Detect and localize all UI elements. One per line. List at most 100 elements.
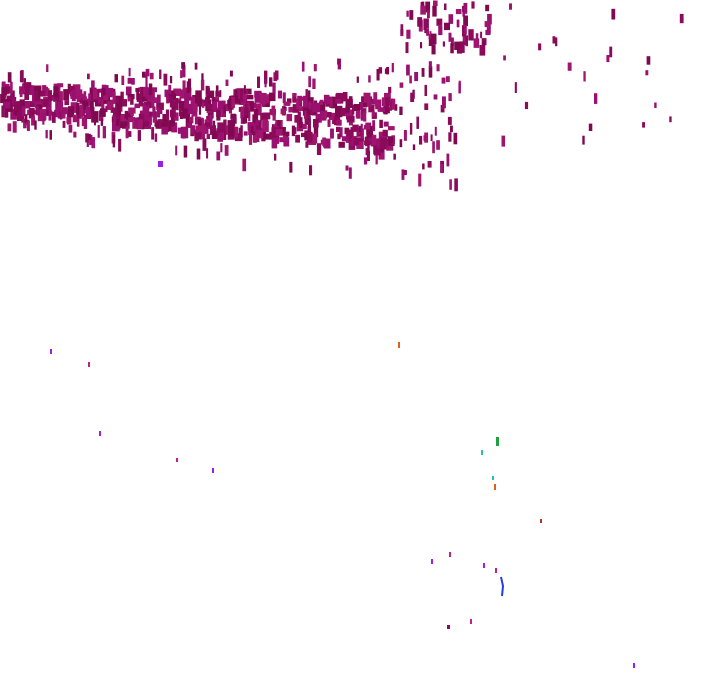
echo	[348, 109, 354, 117]
echo	[378, 148, 385, 160]
echo	[196, 148, 201, 160]
echo	[277, 90, 282, 99]
echo	[359, 102, 364, 110]
echo	[210, 109, 214, 119]
echo	[424, 84, 427, 96]
echo	[335, 105, 343, 118]
echo	[188, 78, 192, 92]
echo	[91, 137, 96, 149]
echo	[38, 88, 41, 99]
echo	[308, 76, 311, 88]
echo	[238, 107, 242, 112]
echo	[161, 124, 168, 135]
echo	[269, 92, 276, 102]
echo	[7, 123, 12, 132]
echo	[60, 104, 63, 111]
echo	[127, 96, 132, 102]
echo	[524, 101, 529, 110]
echo	[187, 103, 196, 115]
echo	[406, 10, 409, 17]
echo	[165, 109, 170, 120]
echo	[148, 83, 153, 96]
echo	[155, 120, 160, 129]
echo	[10, 81, 13, 94]
echo	[145, 68, 150, 77]
echo	[211, 130, 219, 139]
echo	[154, 133, 158, 142]
echo	[231, 96, 235, 109]
echo	[399, 106, 403, 115]
echo	[25, 84, 30, 95]
echo	[168, 84, 172, 94]
echo	[463, 2, 468, 14]
echo	[441, 77, 446, 84]
echo	[245, 110, 251, 119]
echo	[228, 107, 232, 114]
echo	[275, 128, 283, 136]
echo	[669, 116, 672, 123]
echo	[294, 127, 297, 134]
echo	[462, 5, 465, 13]
echo	[78, 91, 81, 100]
echo	[303, 114, 311, 119]
echo	[131, 78, 135, 85]
echo	[47, 90, 52, 102]
echo	[90, 101, 94, 112]
echo	[305, 134, 308, 140]
echo	[190, 97, 196, 108]
echo	[77, 112, 82, 119]
echo	[283, 101, 291, 106]
echo	[23, 101, 31, 109]
echo	[436, 140, 440, 150]
echo	[169, 76, 173, 84]
echo	[54, 91, 63, 102]
echo	[335, 98, 342, 104]
echo	[46, 64, 49, 72]
echo	[464, 24, 467, 35]
echo	[180, 70, 183, 79]
echo	[492, 476, 494, 480]
echo	[158, 161, 163, 167]
echo	[143, 101, 152, 109]
echo	[294, 115, 299, 123]
echo	[432, 141, 435, 154]
echo	[117, 103, 122, 116]
echo	[63, 89, 69, 101]
echo	[67, 106, 75, 118]
echo	[471, 1, 475, 9]
echo	[258, 130, 264, 139]
echo	[93, 115, 96, 123]
echo	[4, 108, 9, 118]
echo	[128, 117, 135, 122]
echo	[212, 120, 216, 127]
echo	[277, 120, 281, 127]
echo	[356, 139, 364, 149]
echo	[21, 114, 24, 123]
echo	[473, 38, 480, 48]
echo	[227, 120, 236, 127]
echo	[266, 94, 271, 103]
echo	[144, 114, 148, 121]
echo	[448, 93, 452, 102]
echo	[225, 103, 231, 112]
echo	[307, 126, 311, 134]
echo	[406, 64, 410, 76]
echo	[409, 123, 413, 135]
echo	[145, 119, 148, 125]
echo	[184, 97, 189, 109]
echo	[328, 112, 337, 120]
echo	[186, 81, 190, 93]
echo	[264, 79, 267, 88]
echo	[189, 116, 193, 122]
echo	[171, 126, 178, 133]
echo	[496, 437, 499, 446]
echo	[485, 4, 490, 12]
echo	[357, 129, 361, 136]
echo	[448, 32, 452, 42]
echo	[225, 125, 228, 135]
echo	[149, 72, 154, 80]
echo	[646, 56, 651, 65]
echo	[134, 117, 138, 128]
echo	[377, 103, 381, 112]
echo	[112, 91, 116, 104]
